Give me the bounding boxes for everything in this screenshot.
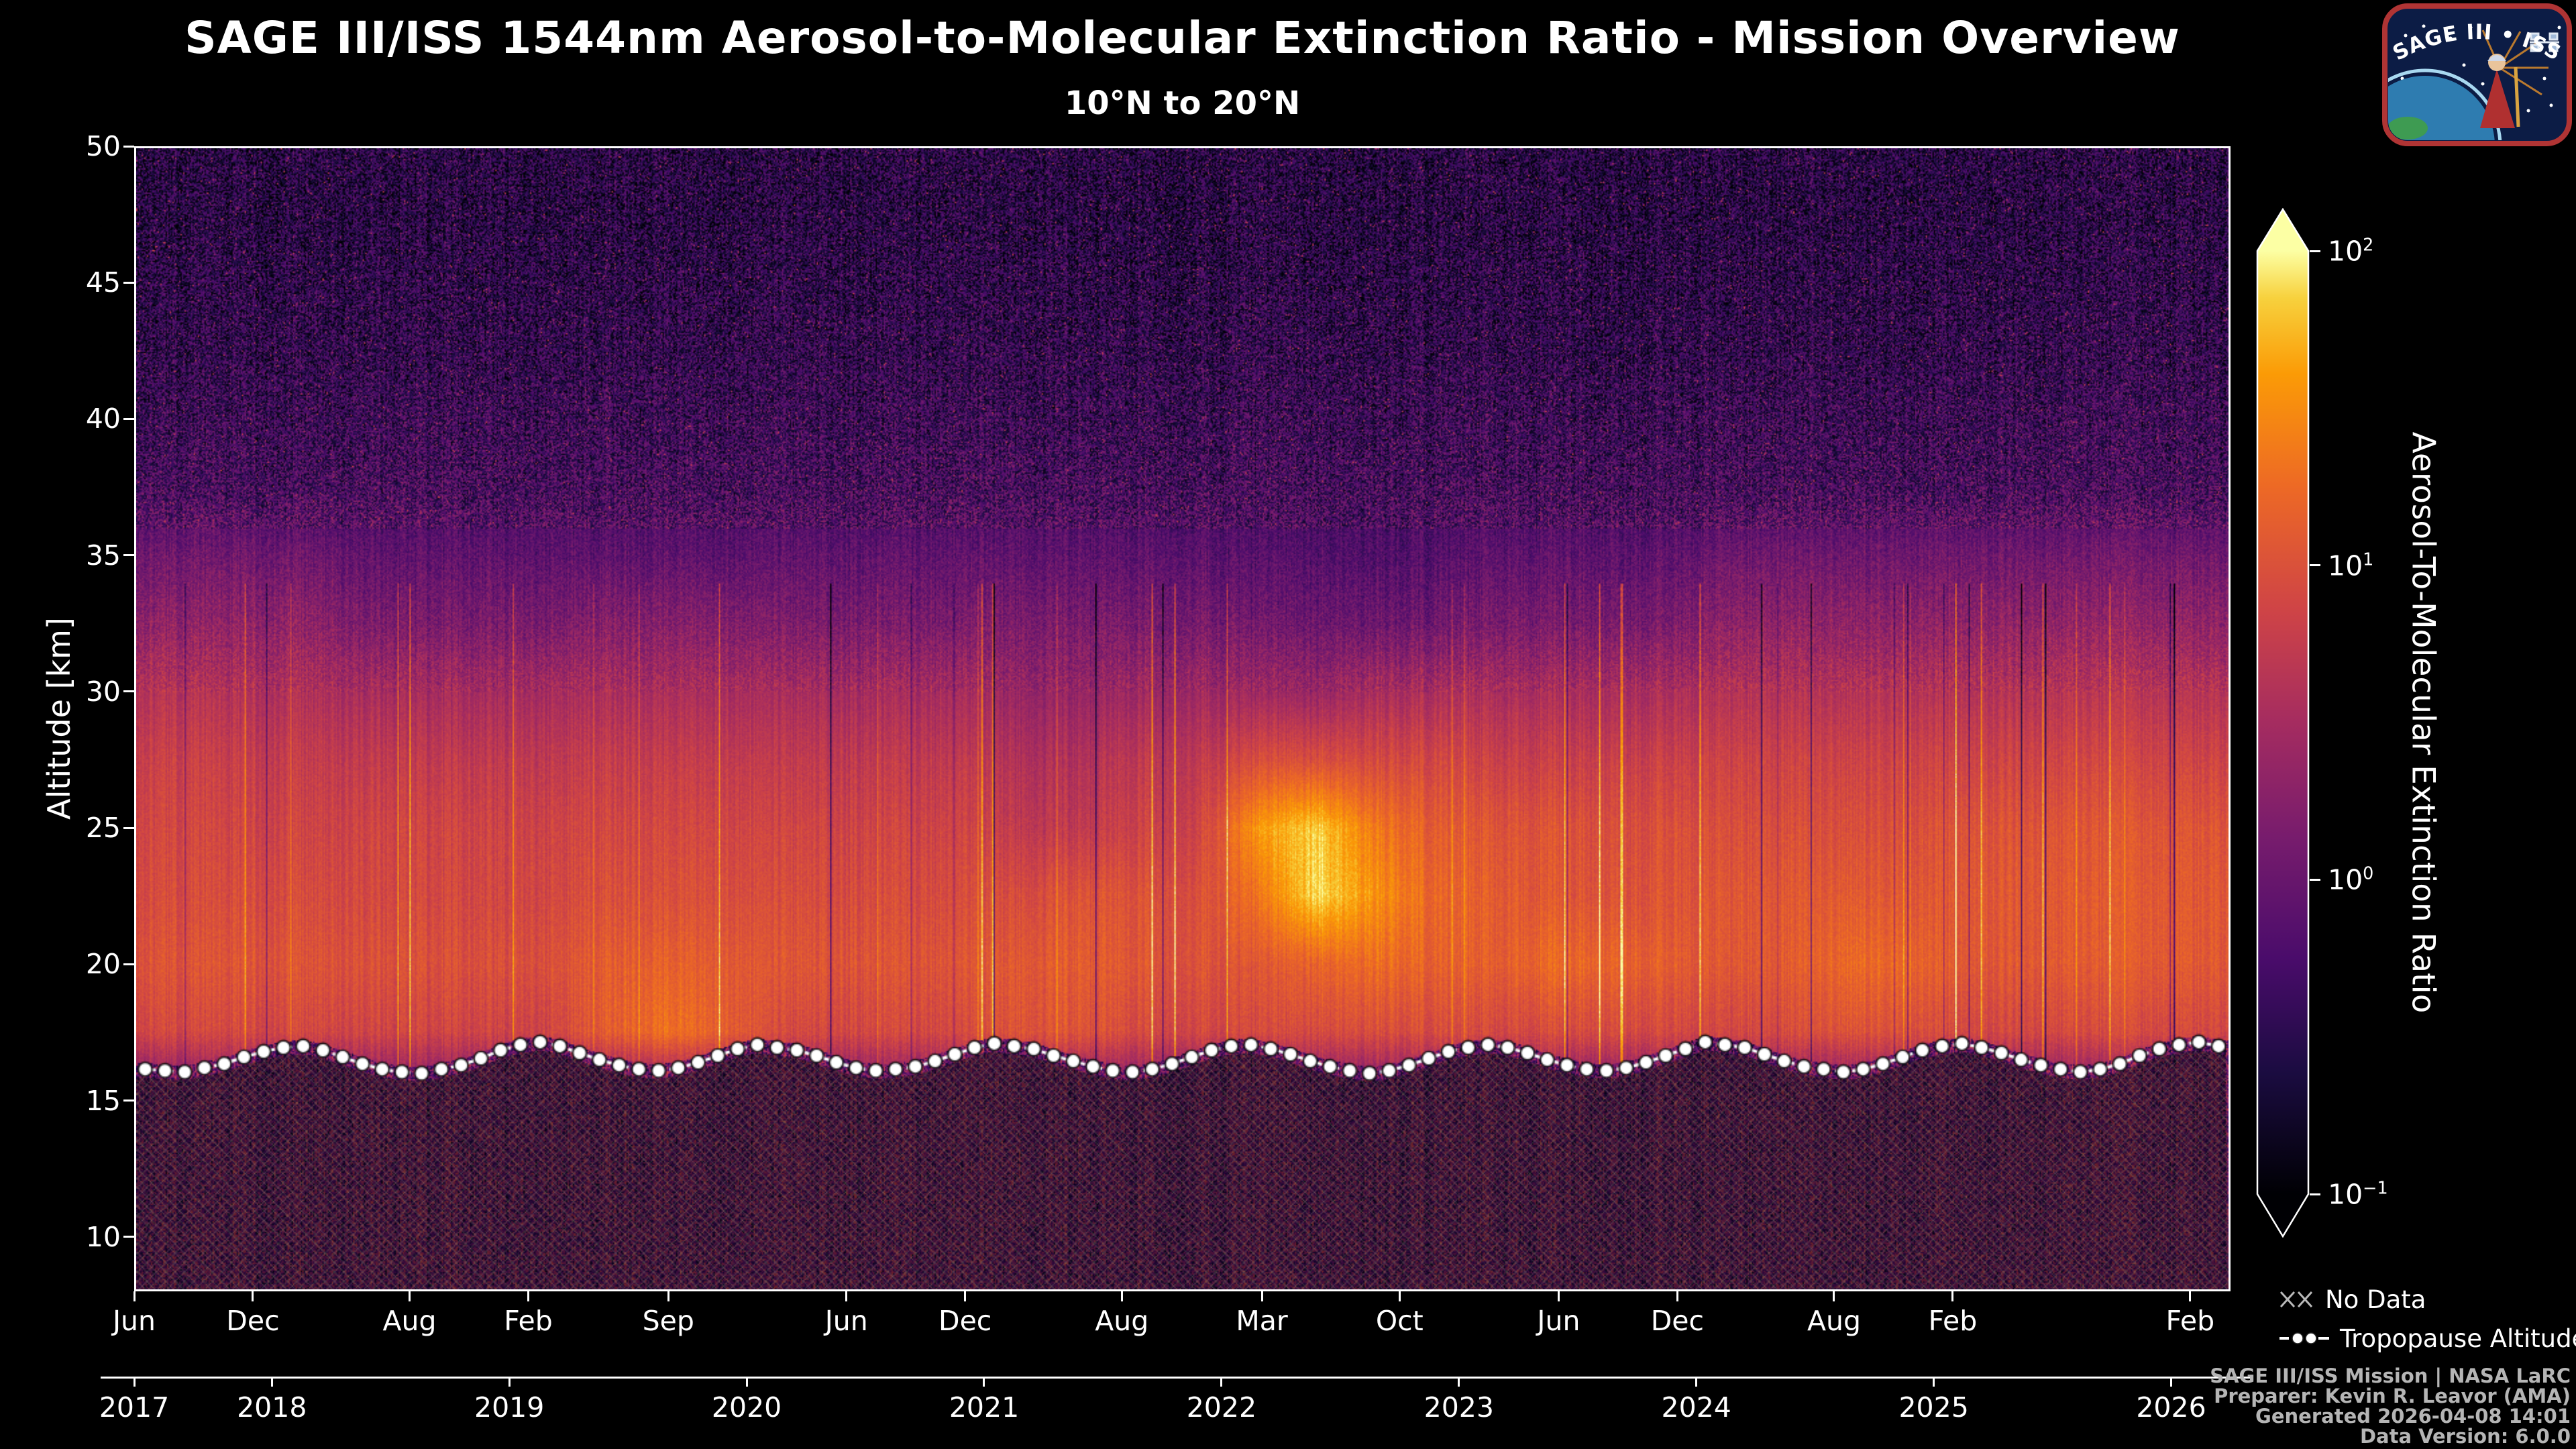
- year-tick-mark: [133, 1378, 136, 1387]
- year-tick-mark: [1695, 1378, 1698, 1387]
- y-tick-label: 50: [85, 130, 121, 162]
- x-month-label: Jun: [112, 1305, 156, 1337]
- y-tick-mark: [123, 1099, 134, 1102]
- year-label: 2019: [474, 1391, 545, 1424]
- y-tick-label: 35: [85, 539, 121, 572]
- colorbar-tick-label: 101: [2328, 549, 2374, 582]
- legend-label-tropopause: Tropopause Altitude: [2340, 1324, 2576, 1353]
- mission-logo-icon: SAGE III • ISS: [2382, 3, 2572, 146]
- x-month-label: Feb: [2165, 1305, 2215, 1337]
- colorbar-tick-label: 10−1: [2328, 1177, 2388, 1211]
- legend-row-no-data: No Data: [2279, 1280, 2576, 1319]
- x-month-label: Feb: [504, 1305, 553, 1337]
- x-tick-mark: [964, 1291, 967, 1301]
- year-tick-mark: [508, 1378, 511, 1387]
- no-data-hatch-icon: [2279, 1291, 2313, 1308]
- year-label: 2017: [99, 1391, 170, 1424]
- y-tick-label: 30: [85, 675, 121, 708]
- y-tick-mark: [123, 690, 134, 693]
- legend-row-tropopause: Tropopause Altitude: [2279, 1319, 2576, 1358]
- x-tick-mark: [845, 1291, 848, 1301]
- colorbar-tick-label: 100: [2328, 863, 2374, 896]
- x-month-label: Dec: [938, 1305, 992, 1337]
- year-label: 2022: [1186, 1391, 1257, 1424]
- year-label: 2026: [2136, 1391, 2206, 1424]
- heatmap-plot-area: [134, 146, 2231, 1291]
- x-month-label: Oct: [1375, 1305, 1424, 1337]
- x-tick-mark: [252, 1291, 254, 1301]
- year-label: 2020: [711, 1391, 782, 1424]
- footer-line-version: Data Version: 6.0.0: [2359, 1425, 2571, 1448]
- year-tick-mark: [983, 1378, 985, 1387]
- x-tick-mark: [133, 1291, 136, 1301]
- x-month-label: Mar: [1236, 1305, 1288, 1337]
- year-tick-mark: [1220, 1378, 1223, 1387]
- colorbar-gradient-bar: [2256, 207, 2310, 1238]
- x-tick-mark: [1120, 1291, 1123, 1301]
- year-tick-mark: [1933, 1378, 1935, 1387]
- y-tick-mark: [123, 145, 134, 148]
- y-tick-mark: [123, 417, 134, 420]
- y-tick-mark: [123, 963, 134, 965]
- tropopause-line-icon: [2279, 1332, 2329, 1344]
- legend: No Data Tropopause Altitude: [2279, 1280, 2576, 1358]
- footer-line-preparer: Preparer: Kevin R. Leavor (AMA): [2214, 1385, 2571, 1407]
- footer-line-generated: Generated 2026-04-08 14:01: [2255, 1405, 2571, 1428]
- page-title: SAGE III/ISS 1544nm Aerosol-to-Molecular…: [184, 12, 2180, 64]
- x-tick-mark: [1833, 1291, 1835, 1301]
- x-month-label: Sep: [642, 1305, 694, 1337]
- y-tick-label: 40: [85, 402, 121, 435]
- x-month-label: Aug: [1095, 1305, 1149, 1337]
- year-label: 2023: [1424, 1391, 1494, 1424]
- y-axis-label: Altitude [km]: [41, 617, 77, 820]
- x-month-label: Jun: [824, 1305, 868, 1337]
- page-subtitle: 10°N to 20°N: [1064, 85, 1301, 122]
- colorbar-tick-label: 102: [2328, 234, 2374, 268]
- y-tick-mark: [123, 554, 134, 557]
- y-tick-label: 10: [85, 1220, 121, 1253]
- y-tick-label: 20: [85, 948, 121, 981]
- y-tick-mark: [123, 826, 134, 829]
- y-tick-label: 45: [85, 266, 121, 299]
- colorbar-tick-mark: [2310, 564, 2320, 567]
- year-label: 2021: [949, 1391, 1020, 1424]
- y-tick-label: 15: [85, 1084, 121, 1117]
- x-tick-mark: [1951, 1291, 1954, 1301]
- x-month-label: Dec: [226, 1305, 280, 1337]
- year-label: 2018: [237, 1391, 307, 1424]
- x-month-label: Feb: [1928, 1305, 1978, 1337]
- year-tick-mark: [270, 1378, 273, 1387]
- colorbar: [2256, 207, 2310, 1240]
- x-tick-mark: [667, 1291, 669, 1301]
- colorbar-tick-mark: [2310, 1193, 2320, 1195]
- year-tick-mark: [745, 1378, 748, 1387]
- year-label: 2025: [1898, 1391, 1969, 1424]
- year-tick-mark: [1458, 1378, 1460, 1387]
- x-tick-mark: [1260, 1291, 1263, 1301]
- year-tick-mark: [2170, 1378, 2173, 1387]
- colorbar-tick-mark: [2310, 250, 2320, 252]
- x-tick-mark: [527, 1291, 529, 1301]
- colorbar-label: Aerosol-To-Molecular Extinction Ratio: [2404, 431, 2442, 1014]
- y-tick-mark: [123, 281, 134, 284]
- x-tick-mark: [409, 1291, 411, 1301]
- footer-line-mission: SAGE III/ISS Mission | NASA LaRC: [2210, 1364, 2571, 1387]
- y-tick-label: 25: [85, 812, 121, 845]
- x-month-label: Aug: [382, 1305, 437, 1337]
- x-month-label: Jun: [1537, 1305, 1580, 1337]
- x-tick-mark: [1676, 1291, 1678, 1301]
- heatmap-canvas: [136, 148, 2229, 1289]
- year-axis-line: [101, 1377, 2251, 1379]
- legend-label-no-data: No Data: [2325, 1285, 2426, 1314]
- x-tick-mark: [1557, 1291, 1560, 1301]
- x-tick-mark: [1398, 1291, 1401, 1301]
- x-month-label: Dec: [1650, 1305, 1705, 1337]
- y-tick-mark: [123, 1236, 134, 1238]
- footer-credits: SAGE III/ISS Mission | NASA LaRC Prepare…: [2210, 1366, 2571, 1446]
- colorbar-tick-mark: [2310, 878, 2320, 881]
- x-tick-mark: [2189, 1291, 2192, 1301]
- x-month-label: Aug: [1807, 1305, 1861, 1337]
- year-label: 2024: [1661, 1391, 1731, 1424]
